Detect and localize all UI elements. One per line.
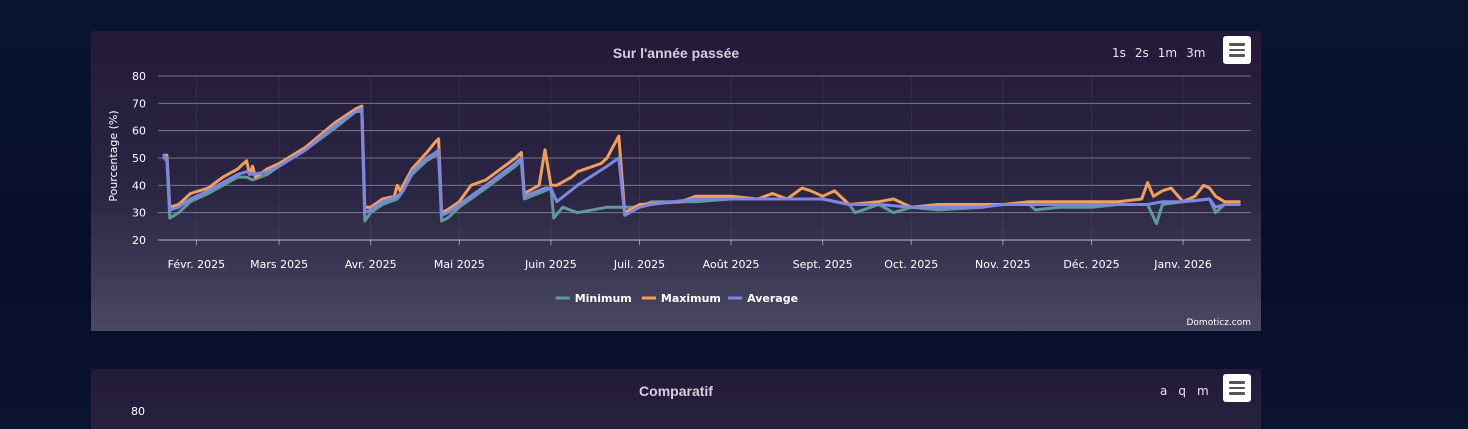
legend-item-maximum[interactable]: Maximum <box>641 292 721 305</box>
compare-panel: Comparatif a q m 80 <box>91 369 1261 429</box>
compare-range-selector: a q m <box>1160 384 1209 398</box>
credits-link[interactable]: Domoticz.com <box>1186 318 1252 328</box>
series-line-average <box>162 107 1241 217</box>
y-axis-title: Pourcentage (%) <box>107 110 120 201</box>
y-tick-label: 70 <box>132 97 146 110</box>
y-tick-label: 80 <box>132 70 146 83</box>
legend-label: Minimum <box>575 292 632 305</box>
hamburger-icon <box>1229 54 1245 57</box>
x-tick-label: Sept. 2025 <box>793 258 853 271</box>
hamburger-icon <box>1229 48 1245 52</box>
zoom-1-month-button[interactable]: 1m <box>1157 46 1178 60</box>
line-chart: 80 70 60 50 40 30 20 Févr. 2025 Mars 2025 Avr. 20… <box>107 70 1251 305</box>
y-tick-label: 40 <box>132 179 146 192</box>
x-tick-label: Oct. 2025 <box>884 258 938 271</box>
zoom-3-months-button[interactable]: 3m <box>1186 46 1206 60</box>
x-tick-label: Avr. 2025 <box>345 258 397 271</box>
chart-title: Sur l'année passée <box>612 45 740 61</box>
x-tick-label: Juin 2025 <box>524 258 577 271</box>
hamburger-icon <box>1229 392 1245 395</box>
x-tick-label: Janv. 2026 <box>1153 258 1212 271</box>
compare-month-button[interactable]: m <box>1196 384 1209 398</box>
x-tick-label: Nov. 2025 <box>975 258 1031 271</box>
hamburger-icon <box>1229 43 1245 46</box>
y-tick-label: 50 <box>132 152 146 165</box>
compare-year-button[interactable]: a <box>1160 384 1168 398</box>
zoom-2-weeks-button[interactable]: 2s <box>1134 46 1149 60</box>
zoom-range-selector: 1s 2s 1m 3m <box>1112 46 1205 60</box>
legend-item-minimum[interactable]: Minimum <box>555 292 632 305</box>
chart-menu-button[interactable] <box>1223 36 1251 64</box>
legend-label: Maximum <box>661 292 721 305</box>
x-tick-label: Juil. 2025 <box>613 258 665 271</box>
compare-title: Comparatif <box>639 383 713 399</box>
y-tick-label: 60 <box>132 125 146 138</box>
hamburger-icon <box>1229 386 1245 390</box>
legend-label: Average <box>747 292 798 305</box>
hamburger-icon <box>1229 381 1245 384</box>
x-tick-label: Mai 2025 <box>434 258 485 271</box>
x-tick-label: Août 2025 <box>703 258 760 271</box>
compare-menu-button[interactable] <box>1223 374 1251 402</box>
chart-panel: Sur l'année passée 1s 2s 1m 3m 80 70 60 50 4… <box>91 31 1261 331</box>
y-tick-label: 20 <box>132 234 146 247</box>
series-line-minimum <box>162 110 1241 226</box>
series-line-maximum <box>162 104 1241 215</box>
compare-y-tick-label: 80 <box>131 405 145 418</box>
x-tick-label: Mars 2025 <box>250 258 308 271</box>
x-tick-label: Févr. 2025 <box>168 258 226 271</box>
legend-item-average[interactable]: Average <box>728 292 798 305</box>
x-tick-label: Déc. 2025 <box>1063 258 1119 271</box>
zoom-1-week-button[interactable]: 1s <box>1112 46 1126 60</box>
compare-quarter-button[interactable]: q <box>1178 384 1186 398</box>
y-tick-label: 30 <box>132 207 146 220</box>
